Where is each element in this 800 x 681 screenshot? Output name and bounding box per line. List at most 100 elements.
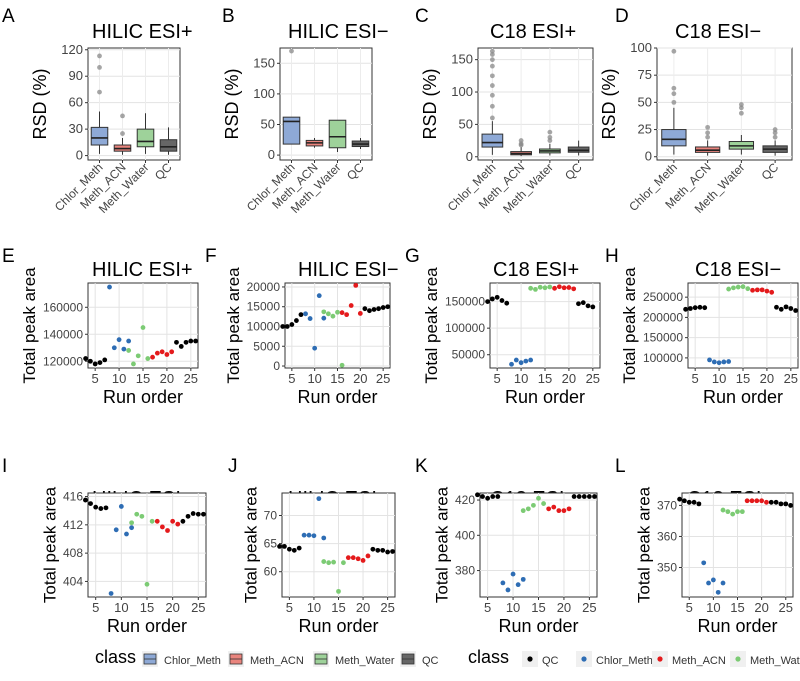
data-point [711,359,717,365]
data-point [518,360,524,366]
data-point [720,507,726,513]
data-point [730,511,736,517]
x-tick-label: 15 [140,600,154,615]
y-tick-label: 60 [264,565,278,579]
data-point [150,354,155,360]
y-tick-label: 350 [657,561,677,575]
series-Meth_ACN [345,553,371,563]
outlier-point [489,92,495,98]
x-tick-label: 5 [686,600,693,615]
x-tick-label: 5 [494,371,501,386]
legend-title: class [468,647,509,667]
x-tick-label: 10 [706,600,720,615]
data-point [118,504,124,509]
outlier-point [772,134,778,140]
x-tick-label: 25 [184,371,198,386]
y-tick-label: 0 [76,148,83,163]
legend-item: Meth_ACN [228,651,304,667]
data-point [365,553,371,559]
data-point [312,345,318,351]
data-point [111,345,117,351]
outlier-point [489,115,495,121]
data-point [571,286,577,292]
x-tick-label: 5 [286,600,293,615]
data-point [390,549,395,554]
series-Meth_ACN [154,518,181,533]
x-tick-label: 20 [760,371,774,386]
data-point [764,288,770,294]
legend-scatter: class QC Chlor_Meth Meth_ACN Meth_Water [468,647,800,667]
data-point [341,560,346,566]
outlier-point [120,131,125,136]
y-tick-label: 60 [69,95,83,110]
box-iqr [661,129,687,147]
x-tick-label: 25 [779,600,793,615]
series-QC [475,492,597,501]
data-point [710,577,716,583]
x-tick-label: QC [759,160,782,183]
outlier-point [97,65,102,70]
legend-item: Meth_Water [730,651,800,667]
data-point [494,294,500,300]
data-point [485,495,491,501]
legend-label: Meth_ACN [250,655,304,667]
data-point [769,289,775,295]
data-point [571,494,577,499]
data-point [552,285,557,291]
data-point [165,528,170,533]
data-point [561,508,567,514]
data-point [159,349,165,355]
y-tick-label: 0 [645,149,652,164]
data-point [528,357,534,363]
y-tick-label: 420 [455,493,475,507]
y-tick-label: 404 [63,574,83,588]
data-point [170,518,176,524]
data-point [345,555,351,561]
y-tick-label: 416 [63,490,83,504]
series-Chlor_Meth [500,571,526,593]
data-point [93,504,99,510]
y-tick-label: 25 [638,122,652,137]
data-point [129,525,135,531]
outlier-point [547,134,553,140]
data-point [124,531,129,537]
data-point [188,338,194,344]
x-axis-label: Run order [697,616,777,636]
data-point [536,495,541,501]
data-point [513,357,519,363]
data-point [525,506,531,512]
data-point [740,284,746,290]
data-point [371,307,377,312]
x-axis-label: Run order [297,387,377,407]
data-point [375,547,381,553]
series-Meth_ACN [750,287,775,295]
data-point [201,511,206,517]
panel-letter: J [228,456,238,477]
data-point [509,361,514,367]
data-point [556,284,562,290]
outlier-point [738,110,744,116]
x-tick-label: 15 [736,371,750,386]
data-point [385,304,391,310]
data-point [523,358,529,364]
x-tick-label: 5 [92,600,99,615]
outlier-point [489,63,495,69]
data-point [691,499,697,505]
outlier-point [518,138,524,143]
data-point [174,339,179,345]
y-tick-label: 360 [657,529,677,543]
series-Meth_Water [321,309,345,368]
data-point [367,308,372,314]
data-point [774,304,779,310]
data-point [499,298,505,303]
box-iqr [159,139,178,152]
data-point [750,287,755,293]
data-point [126,348,132,353]
series-Chlor_Meth [107,284,132,352]
data-point [677,496,682,502]
x-tick-label: 10 [112,371,126,386]
y-tick-label: 370 [657,498,677,512]
data-point [362,306,368,312]
data-point [277,544,282,549]
